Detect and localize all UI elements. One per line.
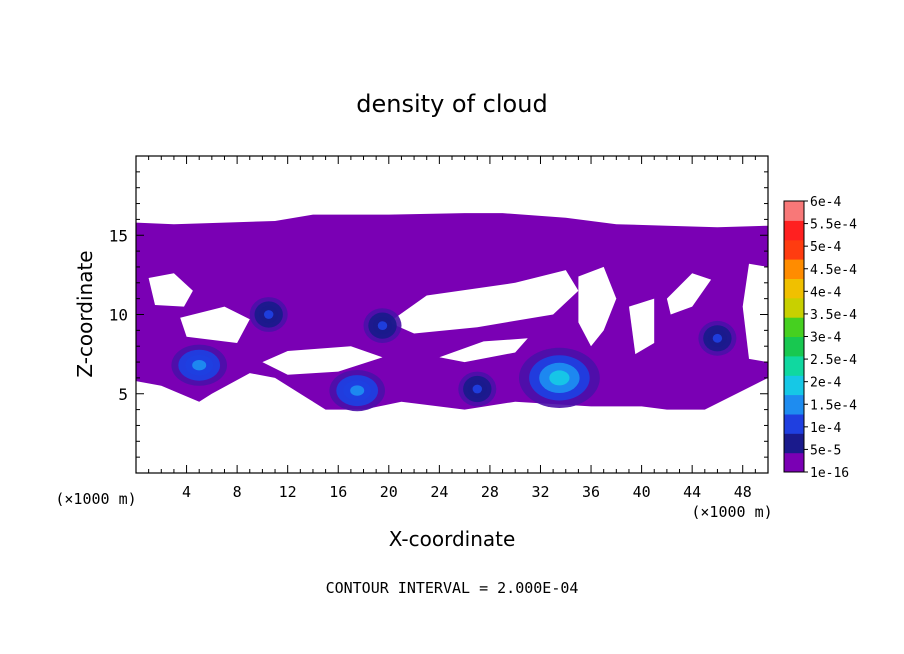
x-tick-label: 28 — [481, 483, 499, 501]
colorbar-label: 4.5e-4 — [810, 263, 857, 278]
colorbar-label: 3.5e-4 — [810, 308, 857, 323]
colorbar-legend: 1e-16 5e-5 1e-4 1.5e-4 2e-4 2.5e-4 3e-4 3.5e-4 4… — [783, 195, 857, 481]
x-tick-label: 8 — [233, 483, 242, 501]
y-axis: 5 10 15 — [109, 171, 768, 458]
x-tick-label: 12 — [279, 483, 297, 501]
colorbar-swatch — [784, 201, 804, 221]
density-core — [698, 320, 737, 356]
colorbar-label: 1e-16 — [810, 466, 849, 481]
density-core — [519, 347, 600, 408]
clear-air-gap — [578, 266, 617, 347]
density-core — [171, 344, 227, 386]
y-tick-label: 5 — [118, 385, 128, 404]
x-axis-label: X-coordinate — [389, 527, 516, 551]
colorbar-swatch — [784, 355, 804, 376]
contour-interval-text: CONTOUR INTERVAL = 2.000E-04 — [326, 579, 579, 597]
density-field — [136, 213, 768, 412]
colorbar-swatch — [784, 394, 804, 415]
colorbar-swatch — [784, 375, 804, 396]
colorbar-label: 4e-4 — [810, 285, 841, 300]
colorbar-label: 5e-5 — [810, 443, 841, 458]
x-tick-label: 24 — [430, 483, 448, 501]
colorbar-swatch — [784, 317, 804, 337]
x-axis: 4 8 12 16 20 24 28 32 36 40 44 48 — [148, 156, 756, 501]
colorbar-swatch — [784, 297, 804, 318]
x-unit-label-right: (×1000 m) — [691, 503, 772, 521]
colorbar-label: 1e-4 — [810, 421, 841, 436]
clear-air-gap — [666, 273, 712, 315]
colorbar-swatch — [784, 278, 804, 299]
clear-air-gap — [742, 263, 768, 363]
colorbar-label: 2e-4 — [810, 376, 841, 391]
x-tick-label: 20 — [380, 483, 398, 501]
x-tick-label: 48 — [734, 483, 752, 501]
clear-air-gap — [249, 387, 313, 408]
density-core — [329, 370, 386, 412]
y-tick-label: 10 — [109, 306, 128, 325]
colorbar-label: 2.5e-4 — [810, 353, 857, 368]
clear-air-gap — [439, 338, 528, 363]
x-tick-label: 36 — [582, 483, 600, 501]
clear-air-gap — [388, 270, 579, 334]
x-tick-label: 40 — [633, 483, 651, 501]
colorbar-swatch — [784, 452, 804, 473]
clear-air-gap — [180, 306, 250, 343]
x-unit-label-left: (×1000 m) — [55, 490, 136, 508]
colorbar-label: 3e-4 — [810, 331, 841, 346]
clear-air-gap — [629, 298, 655, 355]
x-tick-label: 4 — [182, 483, 191, 501]
density-core — [363, 308, 402, 343]
density-core — [249, 297, 288, 332]
y-tick-label: 15 — [109, 226, 128, 245]
colorbar-swatch — [784, 413, 804, 434]
colorbar-swatch — [784, 239, 804, 260]
y-axis-label: Z-coordinate — [73, 250, 97, 377]
density-core — [458, 371, 497, 407]
colorbar-swatch — [784, 220, 804, 241]
chart-title: density of cloud — [356, 90, 547, 118]
colorbar-label: 6e-4 — [810, 195, 841, 210]
colorbar-label: 1.5e-4 — [810, 398, 857, 413]
colorbar-swatch — [784, 259, 804, 279]
colorbar-label: 5e-4 — [810, 240, 841, 255]
x-tick-label: 44 — [683, 483, 701, 501]
clear-air-gap — [262, 346, 383, 375]
x-tick-label: 16 — [329, 483, 347, 501]
colorbar-swatch — [784, 336, 804, 357]
x-tick-label: 32 — [531, 483, 549, 501]
clear-air-gap — [148, 273, 193, 307]
colorbar-swatch — [784, 433, 804, 454]
colorbar-label: 5.5e-4 — [810, 218, 857, 233]
